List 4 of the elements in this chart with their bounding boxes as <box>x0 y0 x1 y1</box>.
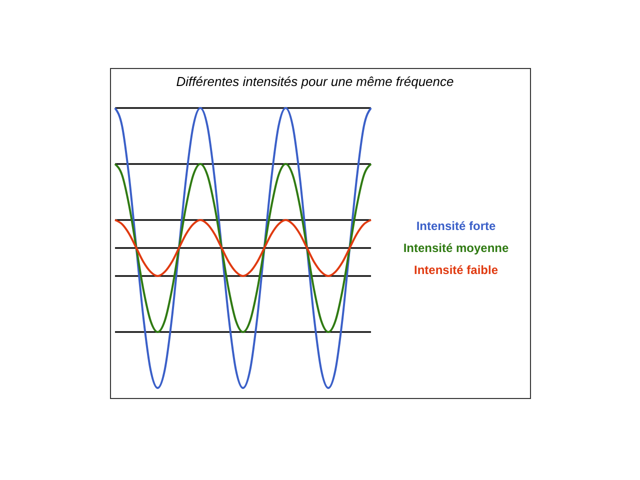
text: Intensité faible <box>414 263 498 277</box>
text: Intensité moyenne <box>403 241 510 255</box>
text: Intensité forte <box>416 219 496 233</box>
chart-title: Différentes intensités pour une même fréquence <box>176 74 454 89</box>
